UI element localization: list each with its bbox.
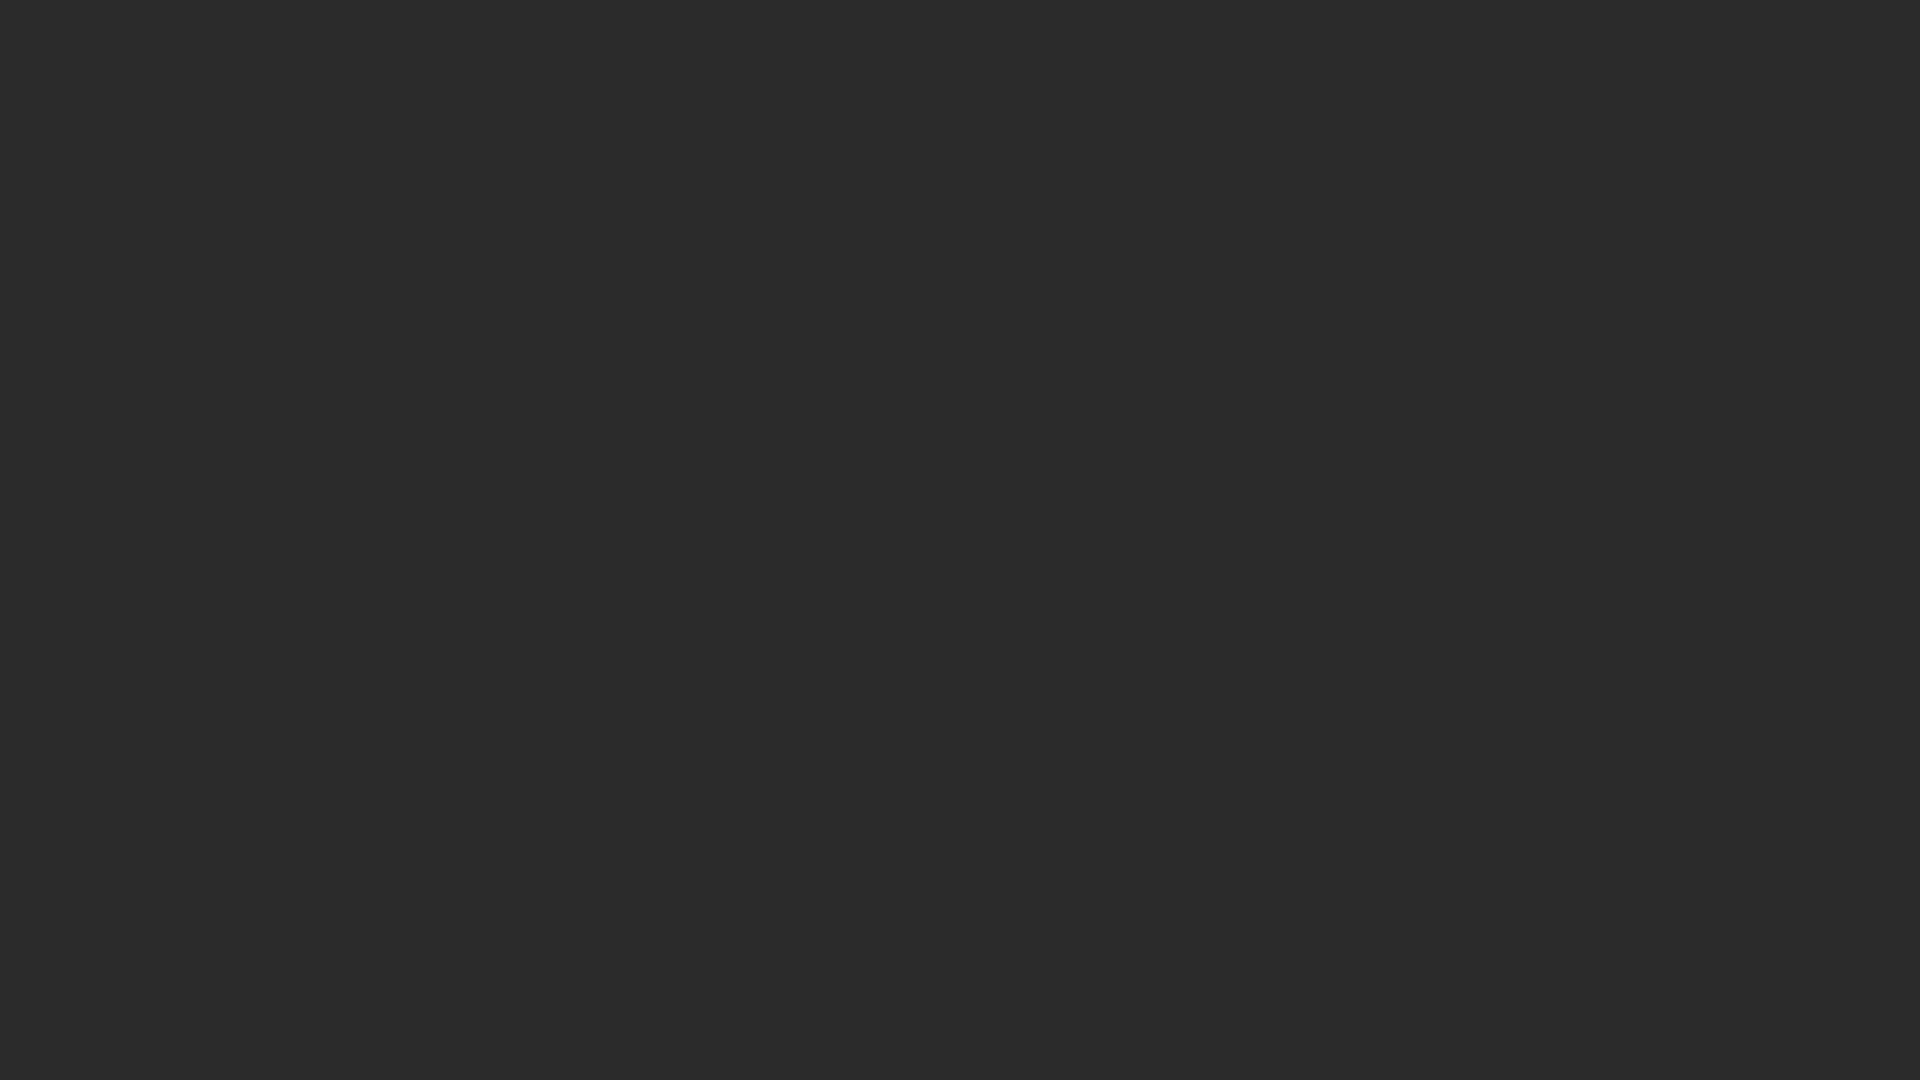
distribution-diagram xyxy=(0,0,1920,1080)
page: {"title":["Distribution Diagram","by","R… xyxy=(0,0,1920,1080)
background xyxy=(0,0,1920,1080)
